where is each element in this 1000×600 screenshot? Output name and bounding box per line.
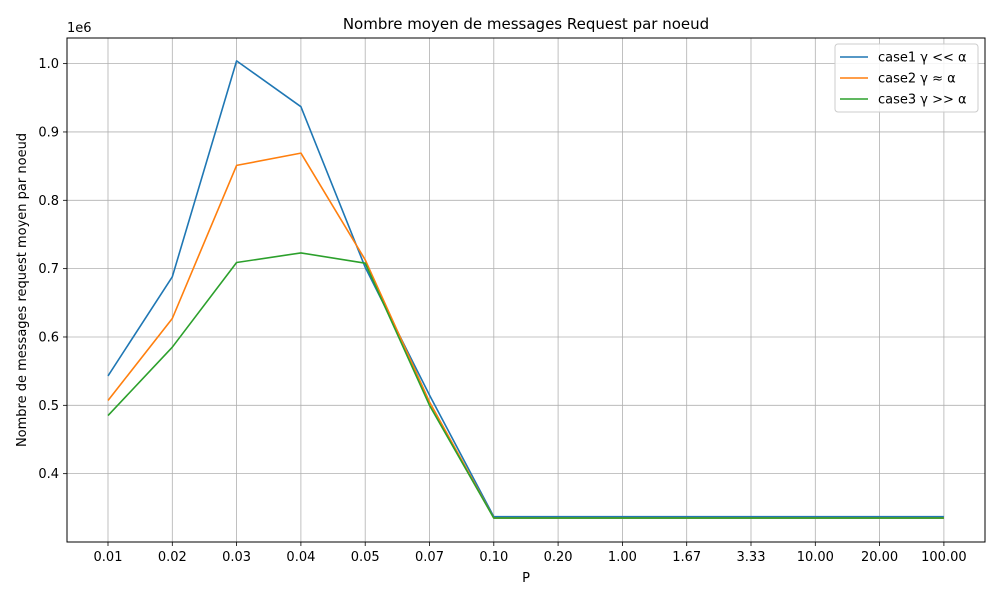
y-axis-ticks: 0.4 0.5 0.6 0.7 0.8 0.9 1.0 xyxy=(38,57,67,482)
x-axis-ticks: 0.01 0.02 0.03 0.04 0.05 0.07 0.10 0.20 1.00 1.67… xyxy=(94,542,967,565)
x-tick-label: 0.04 xyxy=(286,550,315,565)
y-tick-label: 0.6 xyxy=(38,330,59,345)
x-tick-label: 1.00 xyxy=(608,550,637,565)
x-tick-label: 0.10 xyxy=(479,550,508,565)
x-axis-label: P xyxy=(522,571,530,586)
y-tick-label: 0.9 xyxy=(38,125,59,140)
y-tick-label: 0.5 xyxy=(38,399,59,414)
series-lines xyxy=(107,60,944,519)
y-axis-label: Nombre de messages request moyen par noe… xyxy=(15,133,30,447)
x-tick-label: 0.07 xyxy=(415,550,444,565)
x-tick-label: 0.05 xyxy=(351,550,380,565)
legend-label: case1 γ << α xyxy=(878,51,967,66)
series-line-case1 xyxy=(107,60,944,518)
x-tick-label: 1.67 xyxy=(672,550,701,565)
plot-frame xyxy=(66,37,986,543)
legend-box xyxy=(834,43,979,113)
y-tick-label: 1.0 xyxy=(38,57,59,72)
x-tick-label: 0.01 xyxy=(94,550,123,565)
grid xyxy=(67,38,985,542)
y-offset-label: 1e6 xyxy=(67,21,92,36)
y-tick-label: 0.4 xyxy=(38,467,59,482)
y-tick-label: 0.7 xyxy=(38,262,59,277)
legend-label: case3 γ >> α xyxy=(878,93,967,108)
x-tick-label: 0.03 xyxy=(222,550,251,565)
x-tick-label: 20.00 xyxy=(861,550,898,565)
series-line-case3 xyxy=(107,252,944,519)
legend-label: case2 γ ≈ α xyxy=(878,72,956,87)
x-tick-label: 10.00 xyxy=(797,550,834,565)
legend: case1 γ << α case2 γ ≈ α case3 γ >> α xyxy=(834,43,979,113)
x-tick-label: 0.02 xyxy=(158,550,187,565)
x-tick-label: 3.33 xyxy=(737,550,766,565)
chart-title: Nombre moyen de messages Request par noe… xyxy=(343,15,709,33)
x-tick-label: 0.20 xyxy=(544,550,573,565)
x-tick-label: 100.00 xyxy=(921,550,967,565)
y-tick-label: 0.8 xyxy=(38,194,59,209)
